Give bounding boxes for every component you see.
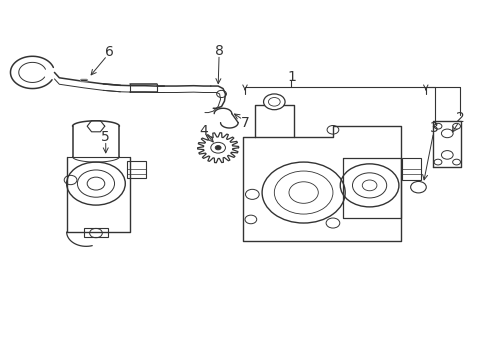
- Text: 4: 4: [199, 123, 208, 138]
- Text: 3: 3: [430, 121, 439, 135]
- Text: 1: 1: [287, 70, 296, 84]
- Circle shape: [264, 94, 285, 110]
- Bar: [127, 161, 147, 178]
- Text: 5: 5: [101, 130, 110, 144]
- Bar: [402, 158, 421, 180]
- Text: 7: 7: [241, 116, 249, 130]
- Circle shape: [215, 145, 221, 150]
- Text: 6: 6: [105, 45, 114, 59]
- Text: 2: 2: [456, 111, 465, 125]
- Bar: [84, 228, 108, 237]
- Text: 8: 8: [215, 44, 223, 58]
